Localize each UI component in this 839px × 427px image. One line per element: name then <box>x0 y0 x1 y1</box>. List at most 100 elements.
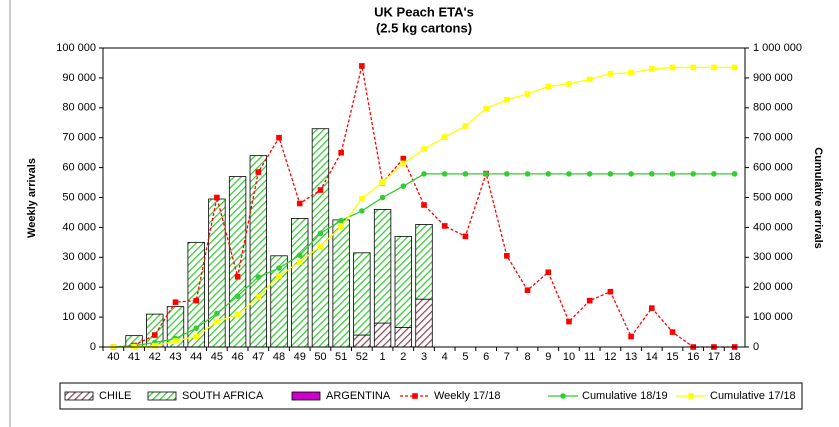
marker <box>669 64 676 71</box>
marker <box>566 171 572 177</box>
marker <box>731 171 738 177</box>
marker <box>214 310 220 317</box>
chart-title: UK Peach ETA's <box>374 4 474 19</box>
x-tick-label: 17 <box>708 351 720 363</box>
bar <box>332 219 350 348</box>
x-tick-label: 2 <box>400 351 406 363</box>
marker <box>441 171 448 177</box>
marker <box>669 171 676 177</box>
marker <box>504 253 510 259</box>
x-tick-label: 47 <box>252 351 264 363</box>
marker <box>731 64 738 71</box>
bar <box>415 224 433 300</box>
y2-tick-label: 300 000 <box>753 251 793 263</box>
marker <box>151 332 158 338</box>
marker <box>338 149 344 156</box>
y-tick-label: 30 000 <box>62 251 96 263</box>
y-tick-label: 100 000 <box>56 42 96 54</box>
x-tick-label: 14 <box>646 351 658 363</box>
y-tick-label: 0 <box>90 341 96 353</box>
marker <box>607 171 614 177</box>
marker <box>607 70 614 77</box>
marker <box>296 252 303 259</box>
y-tick-label: 10 000 <box>62 311 96 323</box>
marker <box>566 318 572 325</box>
marker <box>524 171 531 177</box>
marker <box>193 297 199 304</box>
marker <box>172 299 179 305</box>
marker <box>566 81 572 87</box>
marker <box>234 293 241 299</box>
y2-tick-label: 500 000 <box>753 191 793 203</box>
bar <box>394 235 412 328</box>
x-tick-label: 18 <box>729 351 741 363</box>
marker <box>545 269 552 276</box>
marker <box>504 96 510 103</box>
marker <box>172 338 179 344</box>
legend-marker <box>560 393 566 399</box>
marker <box>214 318 220 325</box>
y2-tick-label: 800 000 <box>753 102 793 114</box>
marker <box>379 194 386 201</box>
x-tick-label: 44 <box>190 351 202 363</box>
marker <box>711 64 717 71</box>
y-tick-label: 80 000 <box>62 102 96 114</box>
x-tick-label: 1 <box>380 351 386 363</box>
marker <box>276 273 282 279</box>
y-tick-label: 90 000 <box>62 72 96 84</box>
marker <box>586 76 593 83</box>
marker <box>214 194 220 201</box>
plot-frame <box>102 47 746 348</box>
x-tick-label: 10 <box>563 351 575 363</box>
x-tick-label: 6 <box>483 351 489 363</box>
marker <box>151 342 158 349</box>
bar <box>249 155 268 348</box>
marker <box>338 217 344 224</box>
marker <box>607 288 614 295</box>
x-tick-label: 9 <box>545 351 551 363</box>
bar <box>353 252 371 336</box>
bar <box>415 298 433 348</box>
marker <box>317 230 324 237</box>
marker <box>524 91 531 97</box>
marker <box>234 311 241 318</box>
marker <box>441 134 448 140</box>
marker <box>421 146 427 152</box>
x-tick-label: 48 <box>273 351 285 363</box>
marker <box>400 160 407 167</box>
x-tick-label: 41 <box>128 351 140 363</box>
bar <box>373 322 392 348</box>
marker <box>296 200 303 207</box>
marker <box>276 265 282 271</box>
marker <box>711 171 717 177</box>
x-tick-label: 11 <box>584 351 595 363</box>
legend-label: SOUTH AFRICA <box>182 390 264 402</box>
bar <box>208 198 226 348</box>
marker <box>524 287 531 293</box>
legend-label: Weekly 17/18 <box>434 390 500 402</box>
x-tick-label: 50 <box>314 351 326 363</box>
y-axis-title: Weekly arrivals <box>26 158 38 238</box>
marker <box>317 187 324 193</box>
y2-tick-label: 700 000 <box>753 132 793 144</box>
chart-subtitle: (2.5 kg cartons) <box>376 20 472 35</box>
y2-tick-label: 0 <box>753 341 759 353</box>
marker <box>462 171 469 177</box>
marker <box>276 134 282 141</box>
bar <box>373 209 392 324</box>
marker <box>379 179 386 186</box>
marker <box>483 171 489 177</box>
marker <box>255 294 262 300</box>
marker <box>255 274 262 280</box>
marker <box>628 171 634 177</box>
marker <box>628 70 634 76</box>
y2-tick-label: 900 000 <box>753 72 793 84</box>
marker <box>545 83 552 90</box>
marker <box>317 243 324 250</box>
legend-swatch <box>147 391 177 401</box>
legend-label: ARGENTINA <box>326 390 391 402</box>
marker <box>504 171 510 177</box>
marker <box>400 183 407 189</box>
marker <box>193 325 199 331</box>
